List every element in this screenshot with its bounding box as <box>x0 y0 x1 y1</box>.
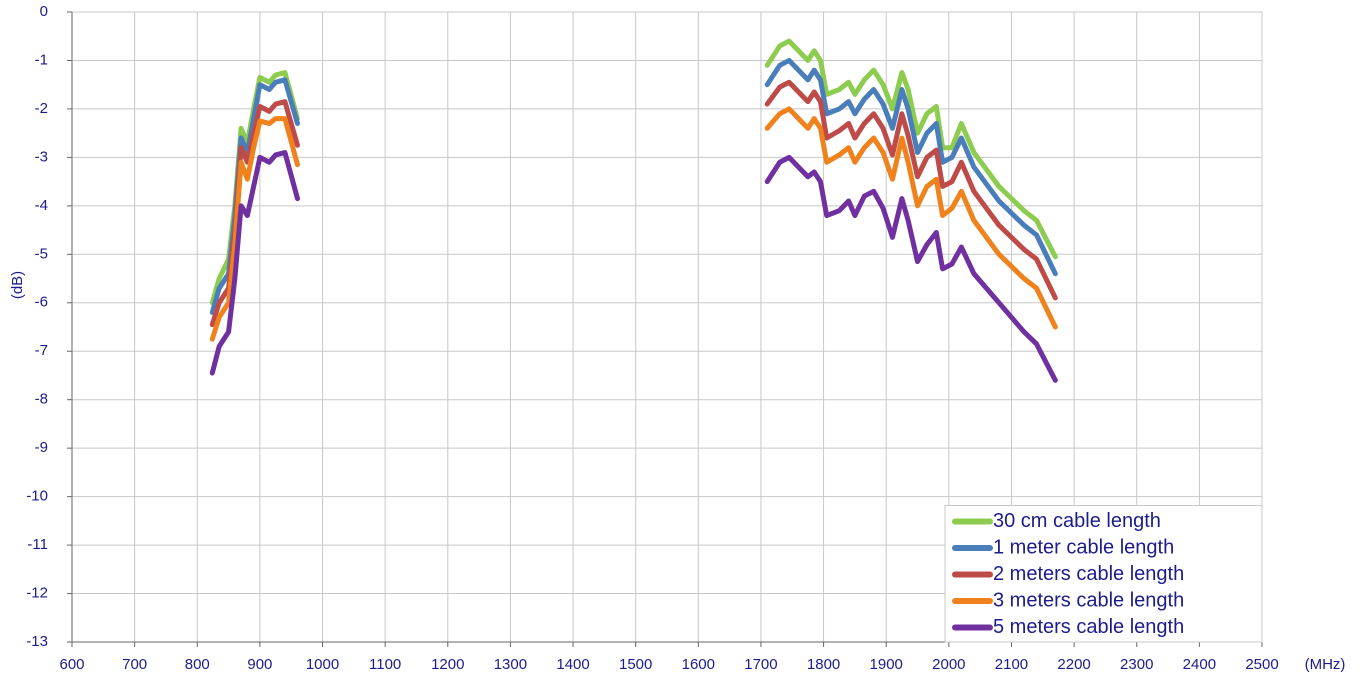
y-tick-label: -11 <box>27 536 48 553</box>
x-tick-label: 1100 <box>369 656 401 673</box>
legend-label: 1 meter cable length <box>993 536 1174 558</box>
x-tick-label: 900 <box>247 656 272 673</box>
x-tick-label: 2100 <box>995 656 1028 673</box>
legend-label: 3 meters cable length <box>993 589 1184 611</box>
x-tick-label: 1300 <box>494 656 527 673</box>
x-tick-label: 2400 <box>1183 656 1216 673</box>
series-line <box>209 150 1058 383</box>
x-tick-label: 1700 <box>744 656 777 673</box>
x-tick-label: 1900 <box>870 656 903 673</box>
x-tick-label: 600 <box>59 656 84 673</box>
y-tick-label: -6 <box>35 294 48 311</box>
series-line <box>209 79 1058 328</box>
y-tick-label: -1 <box>35 51 48 68</box>
y-axis-label: (dB) <box>9 271 26 299</box>
y-tick-label: -9 <box>35 439 48 456</box>
y-tick-label: -12 <box>26 585 48 602</box>
x-tick-label: 2000 <box>932 656 965 673</box>
x-tick-label: 2500 <box>1245 656 1278 673</box>
y-tick-label: -7 <box>35 342 48 359</box>
x-tick-label: 800 <box>185 656 210 673</box>
y-tick-label: -4 <box>35 197 48 214</box>
x-tick-label: 1800 <box>807 656 840 673</box>
series-line <box>209 57 1058 315</box>
x-tick-label: 1500 <box>619 656 652 673</box>
series-line <box>209 106 1058 342</box>
y-tick-label: -8 <box>35 391 48 408</box>
legend-label: 2 meters cable length <box>993 563 1184 585</box>
y-tick-label: -3 <box>35 148 48 165</box>
y-tick-label: -13 <box>26 633 48 650</box>
x-tick-label: 1200 <box>431 656 464 673</box>
y-tick-label: -10 <box>26 488 48 505</box>
x-tick-label: 2200 <box>1057 656 1090 673</box>
legend-label: 5 meters cable length <box>993 616 1184 638</box>
x-axis-label: (MHz) <box>1305 656 1346 673</box>
x-tick-label: 1000 <box>306 656 339 673</box>
legend-box <box>944 505 1263 643</box>
x-tick-label: 1600 <box>682 656 715 673</box>
x-tick-label: 1400 <box>556 656 589 673</box>
legend-label: 30 cm cable length <box>993 510 1161 532</box>
y-tick-label: -5 <box>35 245 48 262</box>
x-tick-label: 2300 <box>1120 656 1153 673</box>
x-tick-label: 700 <box>122 656 147 673</box>
y-tick-label: -2 <box>35 100 48 117</box>
y-tick-label: 0 <box>40 3 48 20</box>
